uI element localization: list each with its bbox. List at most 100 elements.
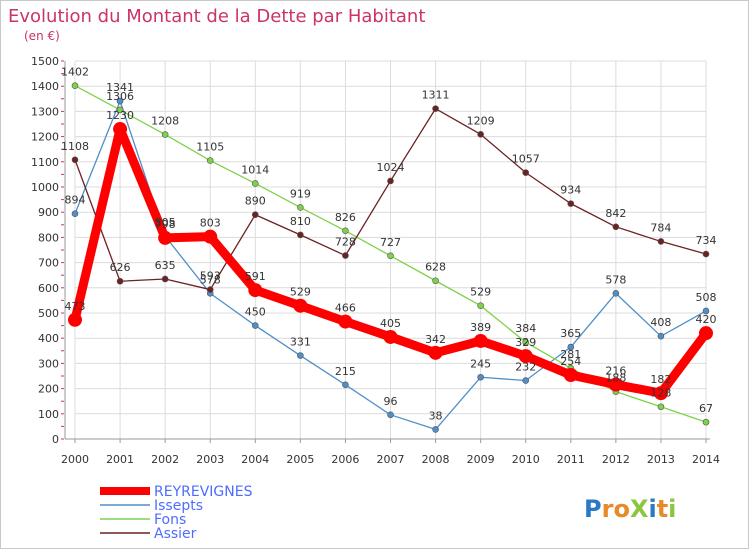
data-point-reyrevignes-2007: [383, 329, 398, 344]
x-tick-label-2005: 2005: [286, 453, 314, 466]
x-tick-label-2011: 2011: [557, 453, 585, 466]
data-label-fons-2009: 529: [470, 286, 491, 299]
data-label-reyrevignes-2000: 473: [65, 300, 86, 313]
data-label-assier-2012: 842: [605, 207, 626, 220]
data-label-reyrevignes-2005: 529: [290, 286, 311, 299]
data-label-reyrevignes-2004: 591: [245, 270, 266, 283]
data-label-issepts-2014: 508: [696, 291, 717, 304]
y-tick-label-100: 100: [38, 408, 59, 421]
data-label-reyrevignes-2007: 405: [380, 317, 401, 330]
data-point-reyrevignes-2009: [473, 333, 488, 348]
data-point-issepts-2013: [657, 332, 665, 340]
data-label-issepts-2013: 408: [650, 316, 671, 329]
data-point-reyrevignes-2011: [563, 367, 578, 382]
y-tick-label-1200: 1200: [31, 131, 59, 144]
data-point-assier-2009: [477, 131, 484, 138]
data-label-issepts-2008: 38: [429, 409, 443, 422]
data-label-fons-2010: 384: [515, 322, 536, 335]
data-point-reyrevignes-2001: [113, 122, 128, 137]
data-point-reyrevignes-2004: [248, 283, 263, 298]
data-label-assier-2003: 593: [200, 270, 221, 283]
data-label-reyrevignes-2008: 342: [425, 333, 446, 346]
data-label-reyrevignes-2001: 1230: [106, 109, 134, 122]
data-point-assier-2000: [71, 156, 79, 164]
proxiti-logo-letter: i: [648, 495, 656, 523]
axes: 0 100 200 300 400 500 600 700 800 900 1000 1100 1200…: [31, 55, 720, 466]
x-tick-label-2002: 2002: [151, 453, 179, 466]
data-point-assier-2001: [116, 277, 124, 285]
data-point-reyrevignes-2008: [428, 345, 443, 360]
data-label-reyrevignes-2014: 420: [696, 313, 717, 326]
data-point-issepts-2001: [116, 97, 124, 105]
y-tick-label-400: 400: [38, 332, 59, 345]
data-label-assier-2011: 934: [560, 184, 581, 197]
data-point-fons-2005: [297, 204, 304, 211]
data-label-fons-2001: 1306: [106, 90, 134, 103]
data-point-assier-2005: [297, 231, 304, 239]
legend-label-fons: Fons: [154, 512, 186, 528]
y-tick-label-800: 800: [38, 231, 59, 244]
data-point-fons-2009: [477, 302, 484, 309]
data-point-assier-2004: [251, 211, 259, 219]
data-point-issepts-2012: [612, 290, 620, 297]
data-label-fons-2003: 1105: [196, 141, 224, 154]
data-label-fons-2005: 919: [290, 187, 311, 200]
data-point-reyrevignes-2010: [518, 349, 533, 364]
data-label-assier-2001: 626: [110, 261, 131, 274]
data-point-fons-2004: [251, 180, 259, 187]
data-label-reyrevignes-2003: 803: [200, 217, 221, 230]
chart-title: Evolution du Montant de la Dette par Hab…: [8, 6, 425, 27]
y-tick-label-600: 600: [38, 282, 59, 295]
data-label-issepts-2007: 96: [384, 395, 398, 408]
data-point-assier-2006: [342, 252, 349, 259]
data-label-assier-2014: 734: [696, 234, 717, 247]
data-point-fons-2000: [71, 82, 79, 89]
data-label-issepts-2010: 232: [515, 361, 536, 374]
data-label-issepts-2000: 894: [65, 194, 86, 207]
data-label-assier-2009: 1209: [467, 114, 495, 127]
data-label-assier-2010: 1057: [512, 153, 540, 166]
data-point-fons-2003: [206, 157, 214, 164]
data-label-issepts-2005: 331: [290, 336, 311, 349]
proxiti-logo-text: ProXiti: [584, 495, 676, 523]
data-point-fons-2014: [702, 418, 710, 426]
data-label-assier-2004: 890: [245, 195, 266, 208]
y-tick-label-0: 0: [52, 433, 59, 446]
data-label-fons-2008: 628: [425, 261, 446, 274]
data-label-fons-2011: 281: [560, 348, 581, 361]
y-tick-label-1500: 1500: [31, 55, 59, 68]
data-label-assier-2007: 1024: [377, 161, 405, 174]
proxiti-logo: ProXiti: [584, 495, 676, 523]
data-label-fons-2000: 1402: [61, 66, 89, 79]
proxiti-logo-letter: r: [602, 495, 614, 523]
y-tick-label-1400: 1400: [31, 80, 59, 93]
data-label-fons-2004: 1014: [241, 163, 269, 176]
data-point-issepts-2000: [71, 210, 79, 218]
data-label-reyrevignes-2006: 466: [335, 302, 356, 315]
proxiti-logo-letter: i: [668, 495, 676, 523]
proxiti-logo-letter: o: [613, 495, 630, 523]
y-tick-label-200: 200: [38, 383, 59, 396]
proxiti-logo-letter: X: [630, 495, 649, 523]
data-label-reyrevignes-2012: 216: [605, 365, 626, 378]
data-label-issepts-2004: 450: [245, 306, 266, 319]
data-label-fons-2002: 1208: [151, 115, 179, 128]
data-label-reyrevignes-2010: 329: [515, 336, 536, 349]
x-tick-label-2000: 2000: [61, 453, 89, 466]
data-point-issepts-2011: [567, 343, 575, 351]
data-label-fons-2012: 188: [605, 372, 626, 385]
proxiti-logo-letter: P: [584, 495, 602, 523]
chart-subtitle: (en €): [24, 29, 60, 43]
data-label-assier-2013: 784: [650, 221, 671, 234]
data-point-issepts-2010: [522, 377, 530, 384]
legend-label-reyrevignes: REYREVIGNES: [154, 484, 253, 500]
data-label-issepts-2001: 1341: [106, 81, 134, 94]
y-tick-label-500: 500: [38, 307, 59, 320]
x-tick-label-2004: 2004: [241, 453, 269, 466]
series: [68, 82, 713, 433]
y-tick-label-300: 300: [38, 357, 59, 370]
